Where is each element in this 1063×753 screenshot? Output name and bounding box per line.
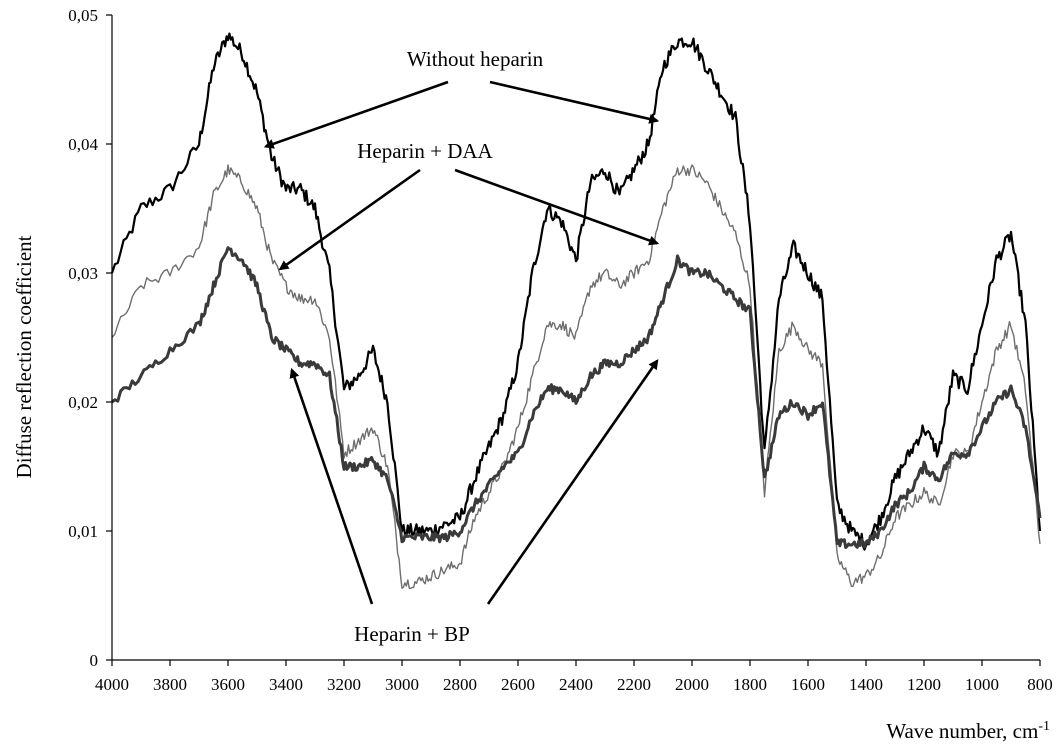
annotation-heparin-daa: Heparin + DAA: [357, 139, 493, 163]
y-axis-title: Diffuse reflection coefficient: [12, 235, 36, 478]
x-tick-label: 3200: [327, 675, 361, 694]
x-axis-title-text: Wave number, cm: [886, 719, 1038, 743]
annotation-arrow: [289, 367, 374, 605]
annotation-arrow: [278, 168, 421, 271]
x-tick-label: 1000: [965, 675, 999, 694]
annotation-arrow: [486, 359, 659, 605]
ticks: 4000 3800 3600 3400 3200 3000 2800 2600 2400 2200…: [68, 6, 1053, 694]
x-tick-label: 1200: [907, 675, 941, 694]
axes: [111, 15, 1040, 661]
x-tick-label: 3000: [385, 675, 419, 694]
x-tick-label: 2400: [559, 675, 593, 694]
y-tick-label: 0,05: [68, 6, 98, 25]
annotation-arrow: [263, 80, 449, 149]
annotations: Without heparin Heparin + DAA Heparin + …: [263, 47, 660, 646]
x-tick-label: 1600: [791, 675, 825, 694]
x-tick-label: 2000: [675, 675, 709, 694]
x-tick-label: 1800: [733, 675, 767, 694]
annotation-without-heparin: Without heparin: [407, 47, 544, 71]
x-tick-label: 2600: [501, 675, 535, 694]
y-tick-label: 0,01: [68, 522, 98, 541]
annotation-heparin-bp: Heparin + BP: [354, 622, 470, 646]
series-line-3: [111, 246, 1042, 549]
x-tick-label: 4000: [95, 675, 129, 694]
annotation-arrow: [454, 168, 660, 246]
x-tick-label: 1400: [849, 675, 883, 694]
x-tick-label: 3600: [211, 675, 245, 694]
series-layer: [110, 32, 1042, 590]
y-tick-label: 0,04: [68, 135, 98, 154]
x-axis-title: Wave number, cm-1: [886, 719, 1050, 743]
x-tick-label: 2200: [617, 675, 651, 694]
annotation-arrow: [489, 80, 660, 124]
series-line-1: [110, 32, 1042, 551]
y-tick-label: 0,02: [68, 393, 98, 412]
series-line-2: [111, 164, 1041, 590]
x-tick-label: 3800: [153, 675, 187, 694]
x-tick-label: 800: [1027, 675, 1053, 694]
x-tick-label: 2800: [443, 675, 477, 694]
y-tick-label: 0: [90, 651, 99, 670]
x-tick-label: 3400: [269, 675, 303, 694]
y-tick-label: 0,03: [68, 264, 98, 283]
x-axis-title-superscript: -1: [1038, 719, 1050, 734]
